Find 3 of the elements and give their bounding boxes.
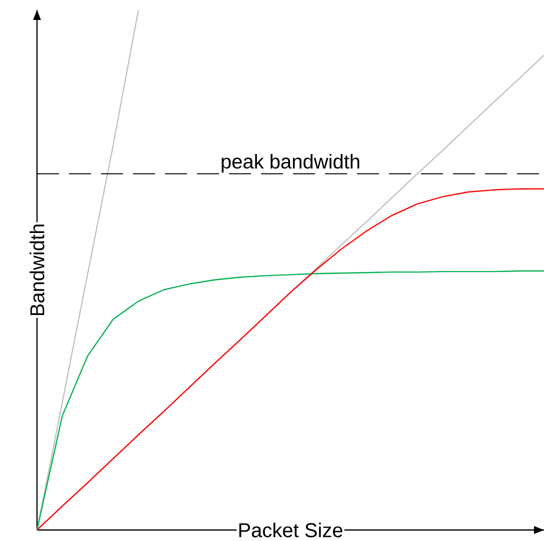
- x-axis-title: Packet Size: [239, 522, 342, 538]
- ref-line-label: peak bandwidth: [222, 154, 360, 173]
- y-axis-title: Bandwidth: [30, 224, 44, 316]
